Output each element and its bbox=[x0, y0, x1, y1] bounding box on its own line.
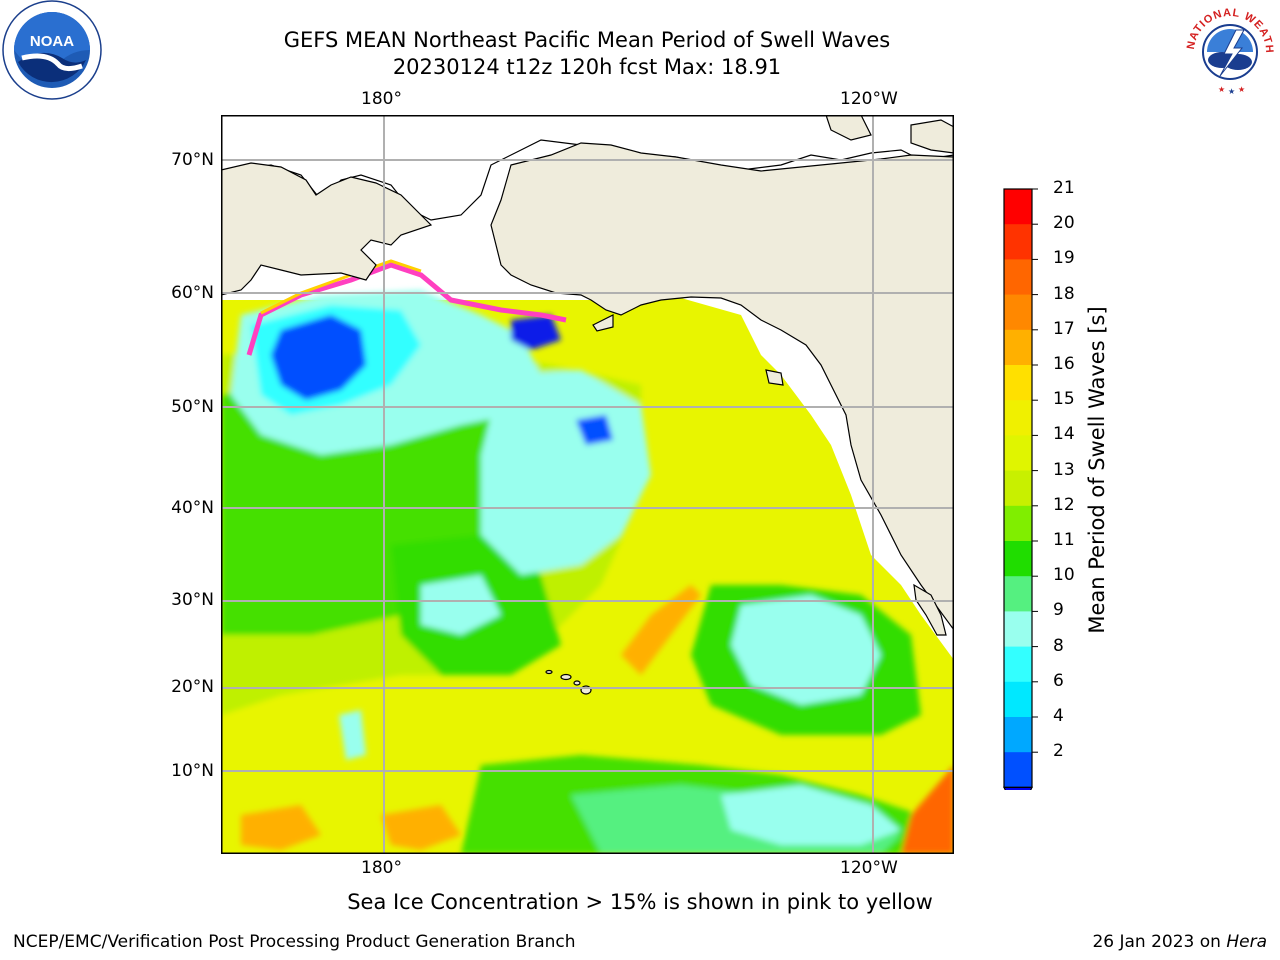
lat-label-50n: 50°N bbox=[171, 397, 214, 417]
colorbar-tick-label: 12 bbox=[1053, 494, 1075, 515]
colorbar-tick-label: 15 bbox=[1053, 389, 1075, 410]
colorbar-tick-label: 11 bbox=[1053, 530, 1075, 550]
lat-label-60n: 60°N bbox=[171, 283, 214, 303]
lon-label-180-bottom: 180° bbox=[361, 858, 402, 878]
land-alaska bbox=[490, 142, 954, 632]
svg-text:★: ★ bbox=[1228, 87, 1235, 96]
colorbar-tick-label: 19 bbox=[1053, 248, 1075, 269]
blue-core-nw bbox=[271, 315, 366, 400]
lon-label-120w-bottom: 120°W bbox=[840, 858, 898, 878]
lat-label-30n: 30°N bbox=[171, 590, 214, 610]
lat-label-10n: 10°N bbox=[171, 761, 214, 781]
orange-streak-2 bbox=[381, 805, 461, 850]
orange-streak-1 bbox=[621, 585, 701, 675]
nws-logo: NATIONAL WEATHER SERVICE ★ ★ ★ bbox=[1176, 0, 1280, 100]
colorbar-tick-label: 10 bbox=[1053, 565, 1075, 586]
cyan-south bbox=[721, 785, 901, 845]
lon-label-120w-top: 120°W bbox=[840, 89, 898, 109]
blue-core-gulf bbox=[511, 315, 561, 350]
colorbar-label: Mean Period of Swell Waves [s] bbox=[1085, 306, 1109, 634]
map-title: GEFS MEAN Northeast Pacific Mean Period … bbox=[283, 28, 891, 52]
colorbar-tick-label: 2 bbox=[1053, 741, 1064, 762]
land bbox=[221, 115, 954, 695]
orange-sw bbox=[241, 805, 321, 850]
colorbar-segment bbox=[1004, 470, 1032, 507]
lon-label-180-top: 180° bbox=[361, 89, 402, 109]
sea-ice-note: Sea Ice Concentration > 15% is shown in … bbox=[347, 890, 933, 914]
colorbar-tick-label: 9 bbox=[1053, 600, 1064, 621]
land-siberia bbox=[221, 162, 433, 296]
footer-credit: NCEP/EMC/Verification Post Processing Pr… bbox=[13, 932, 576, 952]
graticule bbox=[221, 115, 954, 854]
colorbar-tick-label: 8 bbox=[1053, 635, 1064, 656]
colorbar-segment bbox=[1004, 365, 1032, 401]
cyan-central bbox=[481, 370, 651, 575]
footer-date-text: 26 Jan 2023 on bbox=[1092, 932, 1227, 952]
colorbar-segment bbox=[1004, 259, 1032, 296]
svg-text:★: ★ bbox=[1218, 85, 1225, 94]
colorbar-segment bbox=[1004, 576, 1032, 612]
svg-text:★: ★ bbox=[1238, 85, 1245, 94]
cyan-small-2 bbox=[339, 710, 366, 760]
colorbar-tick-label: 17 bbox=[1053, 318, 1075, 339]
colorbar-tick-label: 18 bbox=[1053, 283, 1075, 304]
lat-label-70n: 70°N bbox=[171, 150, 214, 170]
colorbar-tick-label: 16 bbox=[1053, 354, 1075, 374]
colorbar-segment bbox=[1004, 329, 1032, 366]
colorbar-segment bbox=[1004, 646, 1032, 683]
svg-text:NOAA: NOAA bbox=[30, 33, 74, 50]
footer-date: 26 Jan 2023 on Hera bbox=[1092, 932, 1267, 952]
cyan-small-1 bbox=[421, 575, 501, 635]
sea-ice-rim bbox=[246, 262, 567, 356]
colorbar-tick-label: 21 bbox=[1053, 178, 1075, 198]
colorbar-segment bbox=[1004, 611, 1032, 648]
swell-period-map bbox=[221, 115, 954, 854]
colorbar-segment bbox=[1004, 400, 1032, 436]
colorbar-segment bbox=[1004, 189, 1032, 225]
colorbar-tick-label: 4 bbox=[1053, 706, 1064, 726]
footer-machine: Hera bbox=[1226, 932, 1267, 952]
colorbar-segment bbox=[1004, 681, 1032, 718]
colorbar-segment bbox=[1004, 224, 1032, 260]
colorbar-segment bbox=[1004, 717, 1032, 753]
colorbar-tick-label: 6 bbox=[1053, 670, 1064, 691]
blue-spot-mid bbox=[576, 415, 613, 445]
lat-label-20n: 20°N bbox=[171, 677, 214, 697]
colorbar-segment bbox=[1004, 435, 1032, 472]
colorbar-tick-label: 14 bbox=[1053, 424, 1075, 445]
cyan-east-subtrop bbox=[731, 595, 881, 705]
orange-se-corner bbox=[901, 765, 954, 854]
colorbar-segment bbox=[1004, 752, 1032, 788]
map-subtitle: 20230124 t12z 120h fcst Max: 18.91 bbox=[392, 55, 782, 79]
noaa-logo: NOAA bbox=[2, 0, 102, 100]
colorbar-tick-label: 13 bbox=[1053, 459, 1075, 480]
colorbar-tick-label: 20 bbox=[1053, 213, 1075, 234]
colorbar-segment bbox=[1004, 541, 1032, 577]
colorbar-segment bbox=[1004, 505, 1032, 542]
colorbar-segment bbox=[1004, 294, 1032, 331]
lat-label-40n: 40°N bbox=[171, 498, 214, 518]
colorbar bbox=[1003, 188, 1038, 790]
